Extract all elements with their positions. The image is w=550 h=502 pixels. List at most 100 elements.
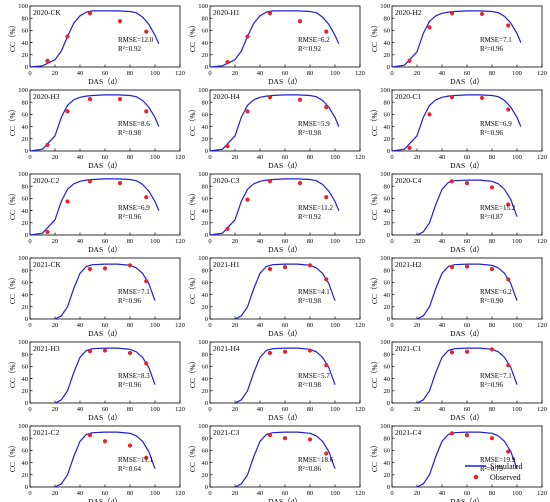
observed-point bbox=[144, 455, 149, 460]
x-tick-label: 40 bbox=[439, 238, 446, 245]
observed-point bbox=[267, 11, 273, 16]
y-tick-label: 60 bbox=[22, 448, 29, 455]
x-tick-label: 100 bbox=[150, 154, 160, 161]
y-tick-label: 100 bbox=[380, 3, 390, 10]
series-simulated-line bbox=[416, 179, 518, 236]
panel-title: 2021-H4 bbox=[213, 344, 240, 353]
y-tick-label: 20 bbox=[384, 472, 391, 479]
y-tick-label: 80 bbox=[22, 351, 29, 358]
panel-title: 2020-C1 bbox=[395, 92, 422, 101]
x-tick-label: 60 bbox=[102, 238, 109, 245]
observed-point bbox=[297, 97, 303, 102]
x-tick-label: 100 bbox=[330, 154, 340, 161]
y-tick-label: 20 bbox=[384, 388, 391, 395]
rmse-label: RMSE=4.1 bbox=[298, 288, 330, 296]
x-tick-label: 0 bbox=[390, 154, 393, 161]
rmse-label: RMSE=6.9 bbox=[118, 204, 150, 212]
series-simulated-line bbox=[209, 10, 340, 68]
observed-point bbox=[127, 443, 133, 448]
panel-title: 2020-H3 bbox=[33, 92, 60, 101]
x-tick-label: 0 bbox=[390, 70, 393, 77]
panel-2021-c2: 0 20 40 60 80 100 120 0 20 40 60 80 100 DAS（d） CC（%） 20… bbox=[8, 423, 185, 502]
y-tick-label: 100 bbox=[198, 255, 208, 262]
x-tick-label: 120 bbox=[175, 322, 185, 329]
r2-label: R²=0.98 bbox=[298, 129, 321, 137]
x-tick-label: 0 bbox=[390, 322, 393, 329]
observed-point bbox=[65, 34, 70, 39]
y-tick-label: 20 bbox=[384, 304, 391, 311]
x-tick-label: 60 bbox=[282, 322, 289, 329]
y-tick-label: 80 bbox=[202, 99, 209, 106]
y-tick-label: 100 bbox=[18, 339, 28, 346]
rmse-label: RMSE=18.6 bbox=[298, 456, 334, 464]
x-tick-label: 100 bbox=[512, 70, 522, 77]
x-axis-label: DAS（d） bbox=[268, 413, 302, 422]
observed-point bbox=[65, 199, 70, 204]
r2-label: R²=0.96 bbox=[480, 381, 503, 389]
observed-point bbox=[479, 95, 485, 101]
panel-2021-c4: 0 20 40 60 80 100 120 0 20 40 60 80 100 DAS（d） CC（%） 20… bbox=[370, 423, 547, 502]
y-tick-label: 20 bbox=[22, 220, 29, 227]
x-tick-label: 0 bbox=[390, 406, 393, 413]
x-tick-label: 40 bbox=[439, 406, 446, 413]
y-axis-label: CC（%） bbox=[370, 105, 379, 136]
y-tick-label: 40 bbox=[202, 376, 209, 383]
x-tick-label: 20 bbox=[414, 154, 421, 161]
r2-label: R²=0.96 bbox=[480, 129, 503, 137]
x-axis-label: DAS（d） bbox=[88, 161, 122, 170]
y-tick-label: 60 bbox=[384, 364, 391, 371]
panel-title: 2020-H4 bbox=[213, 92, 240, 101]
x-tick-label: 0 bbox=[28, 406, 31, 413]
x-tick-label: 20 bbox=[52, 238, 59, 245]
x-tick-label: 80 bbox=[489, 490, 496, 497]
x-tick-label: 120 bbox=[355, 238, 365, 245]
panel-2021-h4: 0 20 40 60 80 100 120 0 20 40 60 80 100 DAS（d） CC（%） 20… bbox=[188, 339, 365, 422]
y-tick-label: 0 bbox=[205, 232, 208, 239]
observed-point bbox=[225, 60, 230, 65]
x-tick-label: 60 bbox=[464, 406, 471, 413]
observed-point bbox=[464, 264, 470, 269]
y-tick-label: 40 bbox=[22, 376, 29, 383]
y-tick-label: 40 bbox=[384, 208, 391, 215]
panel-2020-c4: 0 20 40 60 80 100 120 0 20 40 60 80 100 DAS（d） CC（%） 20… bbox=[370, 171, 547, 254]
observed-point bbox=[144, 361, 149, 366]
x-tick-label: 100 bbox=[330, 406, 340, 413]
x-tick-label: 20 bbox=[232, 238, 239, 245]
y-tick-label: 100 bbox=[380, 255, 390, 262]
observed-point bbox=[245, 34, 250, 39]
x-axis-label: DAS（d） bbox=[88, 329, 122, 338]
y-tick-label: 20 bbox=[22, 388, 29, 395]
x-tick-label: 60 bbox=[464, 322, 471, 329]
r2-label: R²=0.92 bbox=[298, 45, 321, 53]
x-tick-label: 40 bbox=[439, 490, 446, 497]
x-tick-label: 60 bbox=[102, 70, 109, 77]
x-tick-label: 120 bbox=[355, 70, 365, 77]
series-simulated-line bbox=[209, 94, 340, 152]
y-tick-label: 80 bbox=[22, 267, 29, 274]
rmse-label: RMSE=8.3 bbox=[118, 372, 150, 380]
x-tick-label: 40 bbox=[77, 70, 84, 77]
x-tick-label: 80 bbox=[127, 322, 134, 329]
observed-point bbox=[282, 349, 288, 354]
y-tick-label: 0 bbox=[25, 316, 28, 323]
observed-point bbox=[65, 109, 70, 114]
y-axis-label: CC（%） bbox=[188, 273, 197, 304]
observed-point bbox=[144, 195, 149, 200]
r2-label: R²=0.86 bbox=[298, 465, 321, 473]
observed-point bbox=[427, 25, 432, 30]
series-simulated-line bbox=[29, 94, 160, 152]
observed-point bbox=[144, 279, 149, 284]
x-tick-label: 80 bbox=[307, 406, 314, 413]
series-simulated-line bbox=[209, 178, 340, 236]
x-tick-label: 60 bbox=[282, 490, 289, 497]
x-tick-label: 40 bbox=[439, 322, 446, 329]
panel-title: 2021-H2 bbox=[395, 260, 422, 269]
y-tick-label: 0 bbox=[25, 400, 28, 407]
x-tick-label: 60 bbox=[102, 322, 109, 329]
y-axis-label: CC（%） bbox=[8, 357, 17, 388]
y-axis-label: CC（%） bbox=[188, 441, 197, 472]
observed-point bbox=[102, 266, 108, 271]
observed-point bbox=[489, 266, 495, 272]
y-tick-label: 100 bbox=[18, 423, 28, 430]
x-tick-label: 80 bbox=[127, 154, 134, 161]
